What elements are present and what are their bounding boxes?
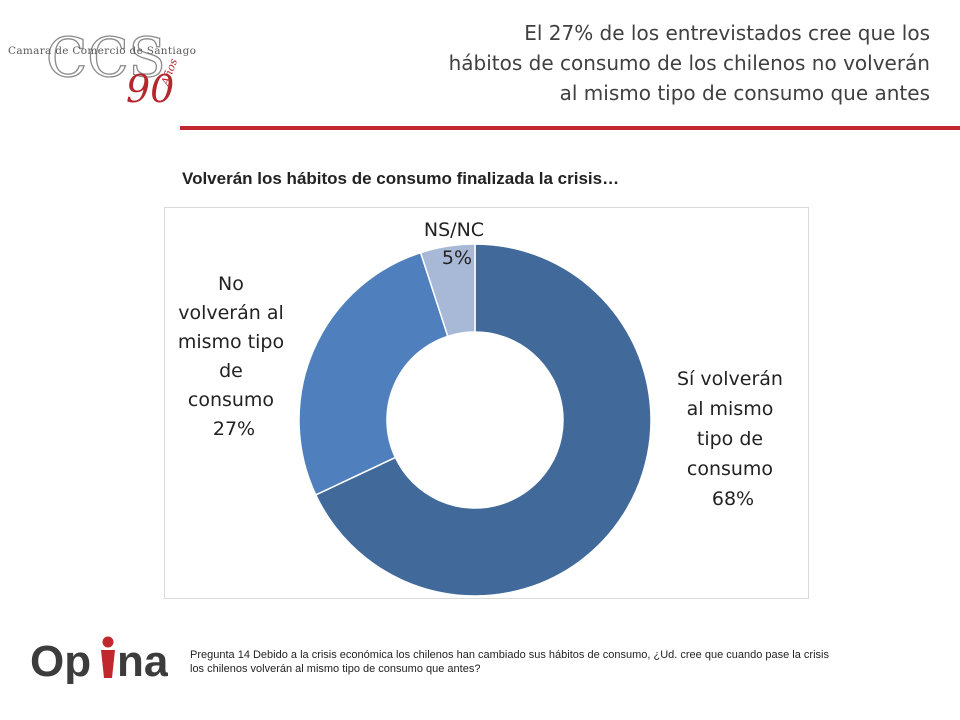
headline-line-2: hábitos de consumo de los chilenos no vo… bbox=[448, 51, 930, 75]
slice-si-volveran bbox=[314, 243, 652, 597]
label-nsnc-value: 5% bbox=[442, 247, 472, 269]
opina-i-dot bbox=[102, 636, 114, 648]
camara-comercio-santiago-logo: CCS Camara de Comercio de Santiago 90 Añ… bbox=[8, 25, 196, 109]
label-si-line-2: al mismo bbox=[687, 398, 774, 420]
label-si-volveran: Sí volverán al mismo tipo de consumo 68% bbox=[677, 368, 789, 510]
opina-logo: Op na bbox=[30, 636, 168, 684]
opina-text-op: Op bbox=[30, 637, 91, 684]
donut-slices bbox=[298, 243, 652, 597]
headline: El 27% de los entrevistados cree que los… bbox=[410, 18, 930, 108]
label-ns-nc: NS/NC 5% bbox=[424, 219, 490, 269]
label-no-value: 27% bbox=[213, 418, 255, 440]
opina-text-na: na bbox=[117, 637, 168, 684]
ccs-name: Camara de Comercio de Santiago bbox=[8, 45, 196, 57]
label-no-line-5: consumo bbox=[188, 389, 274, 411]
question-footnote: Pregunta 14 Debido a la crisis económica… bbox=[190, 649, 829, 675]
chart-title: Volverán los hábitos de consumo finaliza… bbox=[182, 169, 620, 188]
opina-i-stem bbox=[101, 650, 115, 678]
ccs-initials: CCS bbox=[46, 26, 166, 89]
label-no-line-3: mismo tipo bbox=[178, 331, 284, 353]
ccs-anniversary-number: 90 bbox=[126, 67, 174, 109]
label-no-line-4: de bbox=[219, 360, 243, 382]
label-si-line-1: Sí volverán bbox=[677, 368, 783, 390]
red-divider bbox=[180, 126, 960, 130]
label-si-value: 68% bbox=[712, 488, 754, 510]
slice-ns-nc bbox=[419, 243, 476, 338]
headline-line-3: al mismo tipo de consumo que antes bbox=[559, 81, 930, 105]
label-nsnc-line-1: NS/NC bbox=[424, 219, 484, 241]
slice-no-volveran bbox=[298, 251, 449, 496]
label-no-volveran: No volverán al mismo tipo de consumo 27% bbox=[178, 273, 290, 440]
label-si-line-3: tipo de bbox=[697, 428, 763, 450]
label-no-line-1: No bbox=[218, 273, 244, 295]
label-no-line-2: volverán al bbox=[178, 302, 284, 324]
headline-line-1: El 27% de los entrevistados cree que los bbox=[524, 21, 930, 45]
label-si-line-4: consumo bbox=[687, 458, 773, 480]
